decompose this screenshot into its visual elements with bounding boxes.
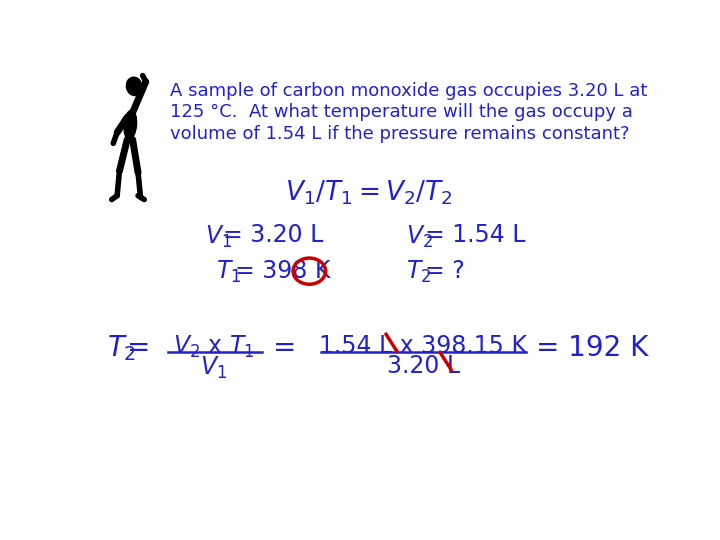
- Text: $\mathit{V}_2$ x $\mathit{T}_1$: $\mathit{V}_2$ x $\mathit{T}_1$: [173, 334, 255, 361]
- Text: $\mathit{V}_1$: $\mathit{V}_1$: [204, 224, 232, 249]
- Text: $\mathit{T}_2$: $\mathit{T}_2$: [107, 333, 136, 363]
- Text: 125 °C.  At what temperature will the gas occupy a: 125 °C. At what temperature will the gas…: [170, 103, 633, 122]
- Text: $\mathit{T}_1$: $\mathit{T}_1$: [216, 259, 242, 285]
- Text: A sample of carbon monoxide gas occupies 3.20 L at: A sample of carbon monoxide gas occupies…: [170, 82, 647, 100]
- Ellipse shape: [124, 110, 137, 139]
- Text: = ?: = ?: [425, 259, 464, 283]
- Text: volume of 1.54 L if the pressure remains constant?: volume of 1.54 L if the pressure remains…: [170, 125, 629, 143]
- Text: 3.20 L: 3.20 L: [387, 354, 460, 379]
- Text: =: =: [273, 334, 296, 362]
- Text: = 192 K: = 192 K: [536, 334, 649, 362]
- Text: $\mathit{V}_1/\mathit{T}_1 = \mathit{V}_2/\mathit{T}_2$: $\mathit{V}_1/\mathit{T}_1 = \mathit{V}_…: [285, 179, 453, 207]
- Text: =: =: [127, 334, 150, 362]
- Text: = 1.54 L: = 1.54 L: [425, 224, 526, 247]
- Text: = 3.20 L: = 3.20 L: [223, 224, 324, 247]
- Text: $\mathit{T}_2$: $\mathit{T}_2$: [406, 259, 431, 285]
- Text: 1.54 L x 398.15 K: 1.54 L x 398.15 K: [319, 334, 527, 359]
- Text: $\mathit{V}_1$: $\mathit{V}_1$: [200, 354, 228, 381]
- Ellipse shape: [127, 77, 142, 96]
- Text: = 398 K: = 398 K: [235, 259, 330, 283]
- Text: $\mathit{V}_2$: $\mathit{V}_2$: [406, 224, 433, 249]
